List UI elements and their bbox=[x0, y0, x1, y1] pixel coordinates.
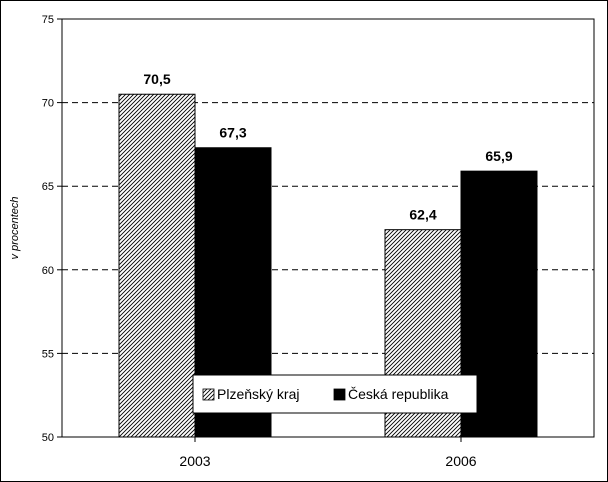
y-tick-label-55: 55 bbox=[42, 348, 54, 360]
data-label-2003-series-1: 67,3 bbox=[219, 125, 246, 141]
legend-label-ceska-republika: Česká republika bbox=[348, 386, 449, 402]
x-category-label-2003: 2003 bbox=[179, 453, 210, 469]
y-axis-ticks: 50 55 60 65 70 75 bbox=[42, 14, 62, 444]
legend: Plzeňský kraj Česká republika bbox=[192, 374, 478, 414]
y-tick-label-60: 60 bbox=[42, 265, 54, 277]
data-label-2006-series-0: 62,4 bbox=[409, 207, 436, 223]
y-tick-label-70: 70 bbox=[42, 98, 54, 110]
legend-swatch-ceska-republika bbox=[333, 388, 346, 401]
data-labels: 70,5 67,3 62,4 65,9 bbox=[143, 71, 512, 222]
data-label-2006-series-1: 65,9 bbox=[485, 148, 512, 164]
legend-swatch-plzensky-kraj bbox=[202, 388, 215, 401]
y-tick-label-50: 50 bbox=[42, 432, 54, 444]
x-category-label-2006: 2006 bbox=[445, 453, 476, 469]
y-tick-label-75: 75 bbox=[42, 14, 54, 26]
legend-label-plzensky-kraj: Plzeňský kraj bbox=[217, 386, 299, 402]
y-axis-label: v procentech bbox=[9, 197, 21, 260]
y-tick-label-65: 65 bbox=[42, 181, 54, 193]
category-labels: 2003 2006 bbox=[179, 437, 477, 469]
data-label-2003-series-0: 70,5 bbox=[143, 71, 170, 87]
bar-2003-series-0 bbox=[118, 93, 196, 438]
